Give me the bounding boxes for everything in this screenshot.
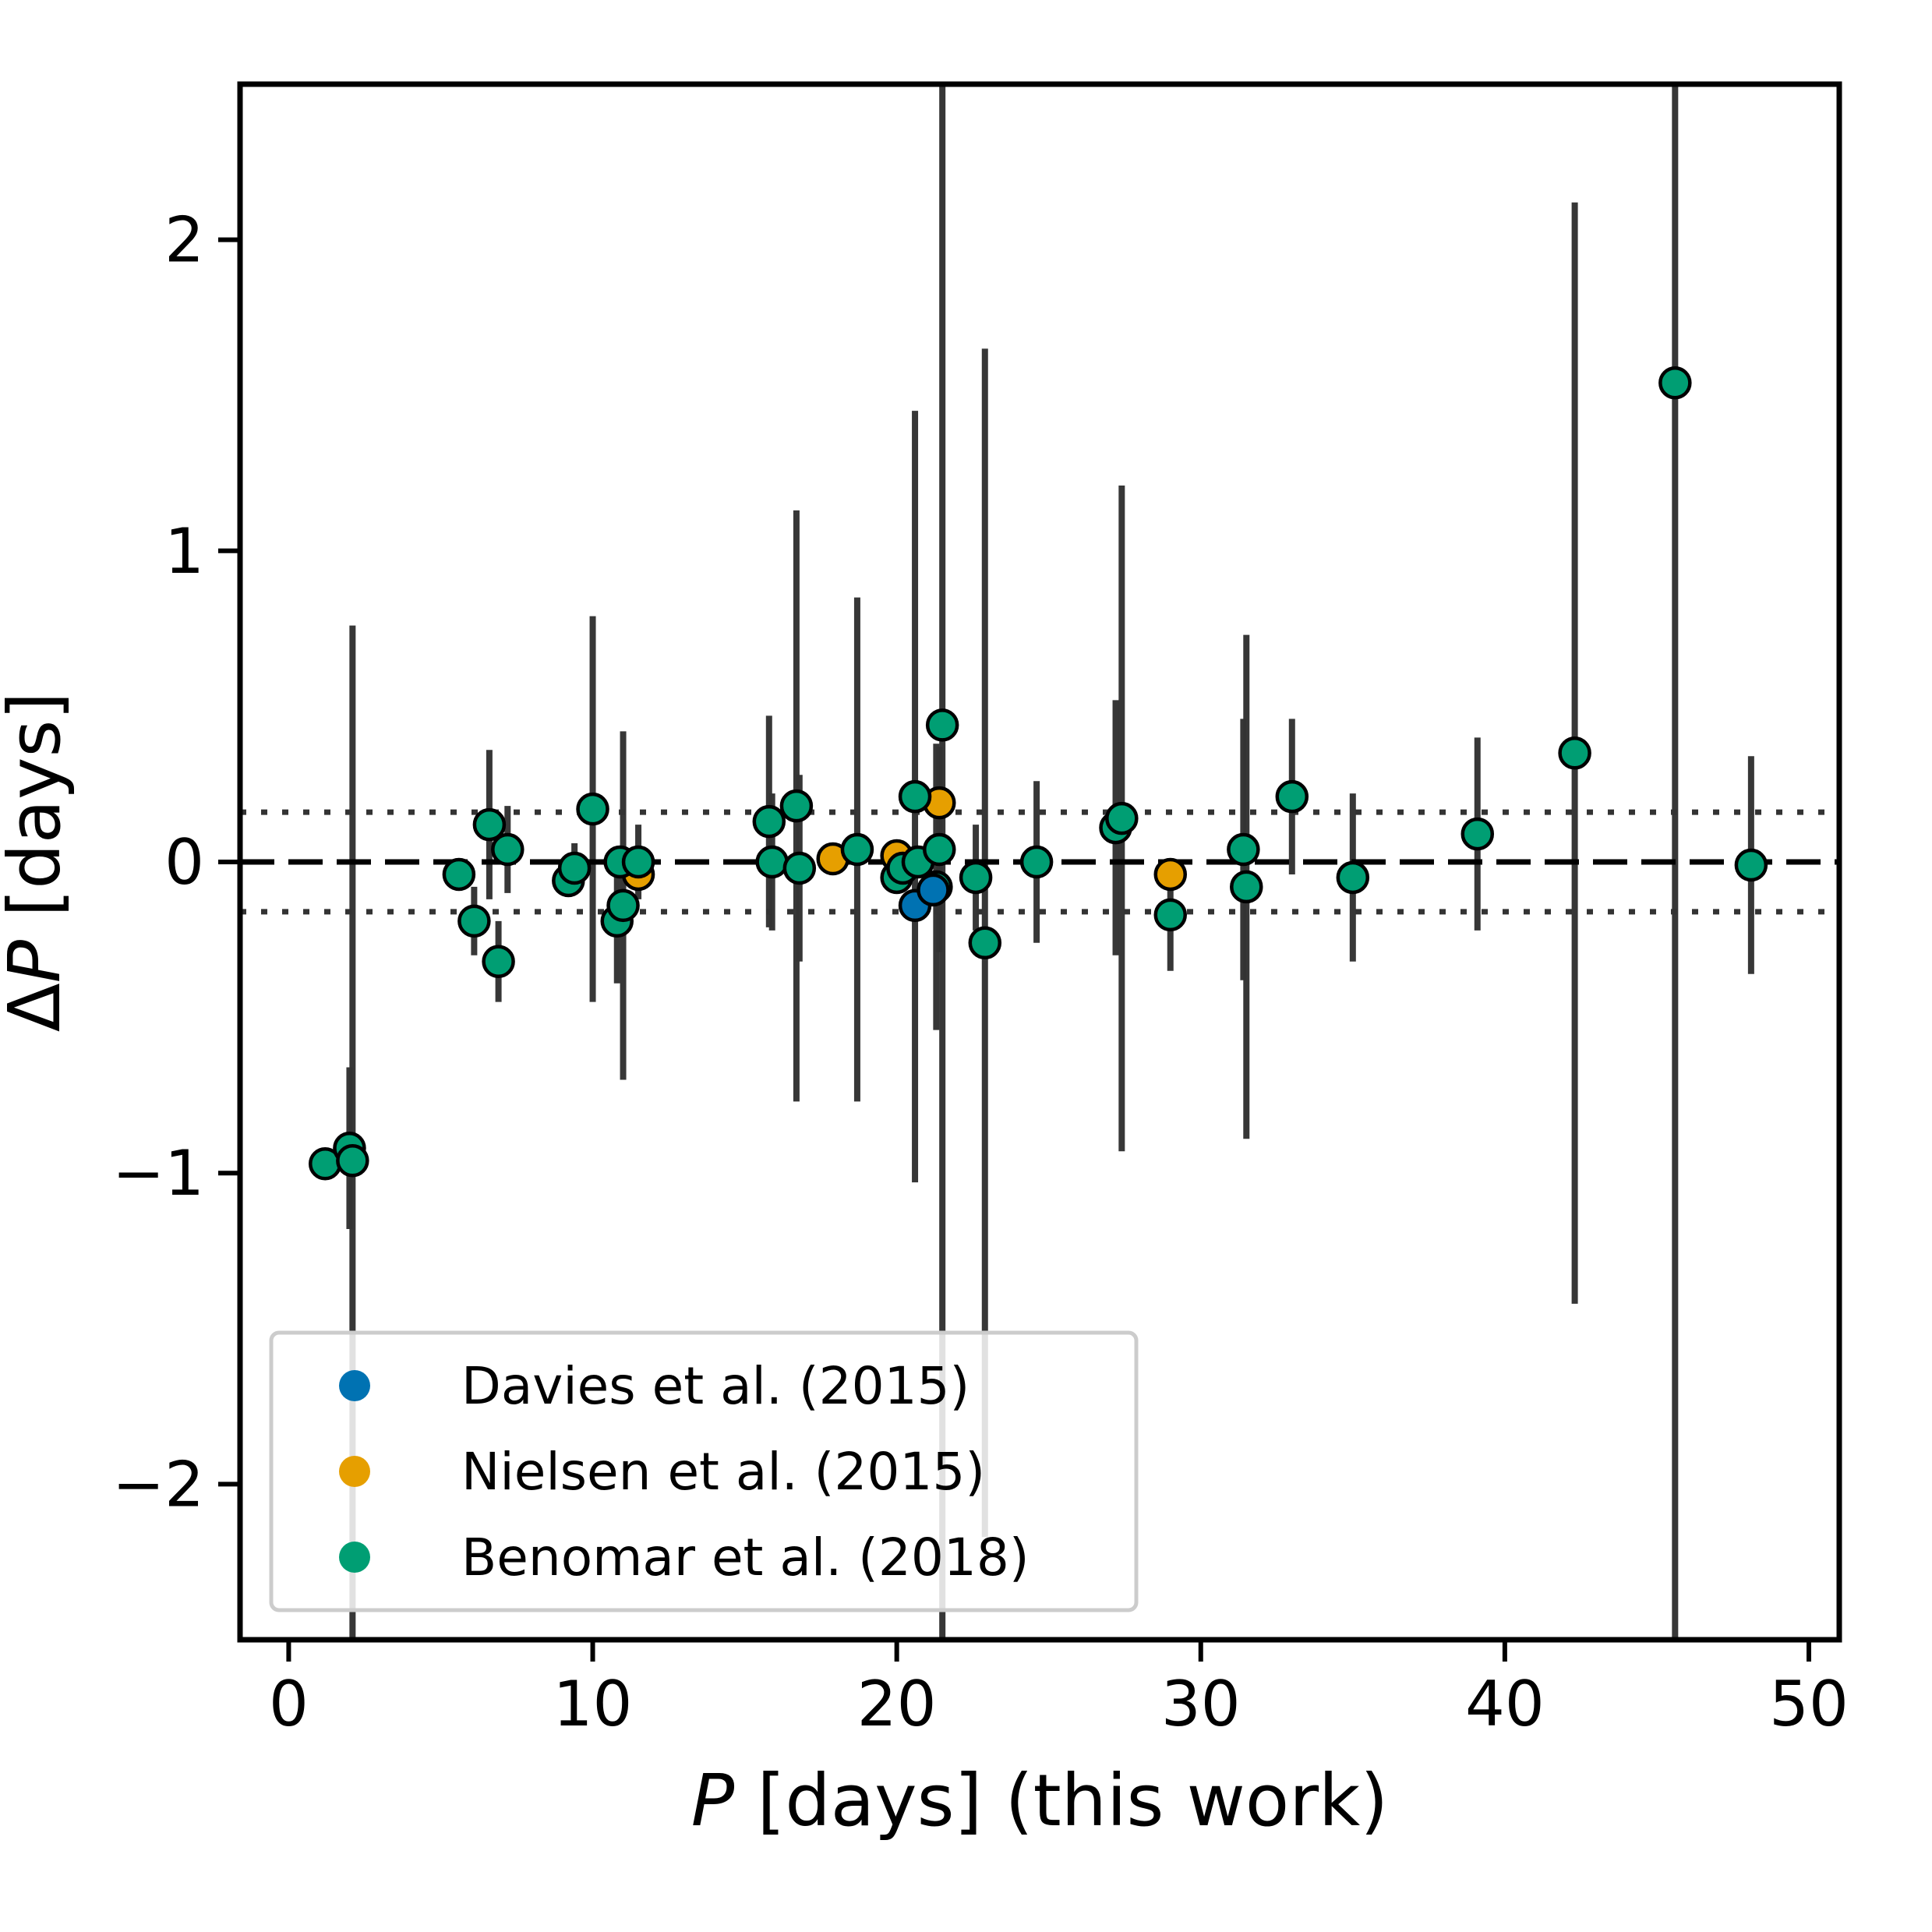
data-point — [755, 845, 789, 879]
data-point — [1153, 898, 1187, 932]
y-axis-label-variable: P — [0, 939, 76, 983]
data-point — [898, 779, 932, 814]
data-point — [472, 807, 507, 842]
x-axis-label-rest: [days] (this work) — [734, 1759, 1388, 1842]
y-tick-label: 1 — [164, 515, 204, 588]
x-tick-label: 50 — [1769, 1668, 1849, 1740]
legend-box — [269, 1330, 1139, 1612]
y-tick-label: 0 — [164, 826, 204, 899]
data-points — [308, 366, 1768, 1181]
data-point — [782, 851, 817, 885]
data-point — [606, 888, 640, 923]
x-tick-label: 20 — [857, 1668, 937, 1740]
data-point — [1460, 817, 1495, 851]
data-point — [1105, 801, 1139, 835]
legend-marker — [339, 1370, 370, 1401]
data-point — [457, 904, 491, 938]
data-point — [1275, 779, 1309, 814]
data-point — [1227, 832, 1260, 867]
legend-label: Benomar et al. (2018) — [461, 1528, 1030, 1588]
legend-marker — [339, 1542, 370, 1573]
data-point — [442, 857, 476, 892]
y-axis: −2 −1 0 1 2 — [112, 204, 240, 1521]
x-axis: 0 10 20 30 40 50 — [269, 1640, 1849, 1740]
data-point — [923, 832, 956, 867]
y-tick-label: 2 — [164, 204, 204, 277]
y-tick-label: −2 — [112, 1448, 204, 1521]
data-point — [557, 851, 592, 885]
x-tick-label: 10 — [553, 1668, 633, 1740]
data-point — [1734, 848, 1768, 882]
data-point — [576, 792, 609, 826]
x-axis-label: P [days] (this work) — [691, 1759, 1388, 1842]
x-tick-label: 30 — [1161, 1668, 1241, 1740]
x-tick-label: 0 — [269, 1668, 309, 1740]
data-point — [621, 845, 655, 879]
data-point — [482, 945, 515, 978]
data-point — [917, 873, 950, 907]
data-point — [925, 708, 959, 742]
legend-label: Davies et al. (2015) — [461, 1356, 970, 1416]
data-point — [336, 1143, 369, 1178]
data-point — [1019, 845, 1054, 879]
data-point — [968, 926, 1002, 960]
data-point — [1336, 860, 1370, 895]
data-point — [779, 789, 814, 823]
y-tick-label: −1 — [112, 1137, 204, 1210]
x-axis-label-variable: P — [691, 1759, 735, 1842]
legend-marker — [339, 1456, 370, 1487]
data-point — [1230, 870, 1263, 904]
data-point — [1658, 366, 1692, 400]
data-point — [959, 860, 993, 895]
data-point — [1153, 857, 1187, 892]
y-axis-label: ΔP [days] — [0, 692, 76, 1033]
x-tick-label: 40 — [1465, 1668, 1545, 1740]
data-point — [840, 832, 874, 867]
legend: Davies et al. (2015) Nielsen et al. (2015… — [269, 1330, 1139, 1612]
y-axis-label-prefix: Δ — [0, 983, 76, 1032]
data-point — [1558, 736, 1591, 770]
data-point — [752, 804, 786, 839]
data-point — [491, 832, 525, 867]
y-axis-label-rest: [days] — [0, 692, 76, 940]
legend-label: Nielsen et al. (2015) — [461, 1442, 985, 1502]
